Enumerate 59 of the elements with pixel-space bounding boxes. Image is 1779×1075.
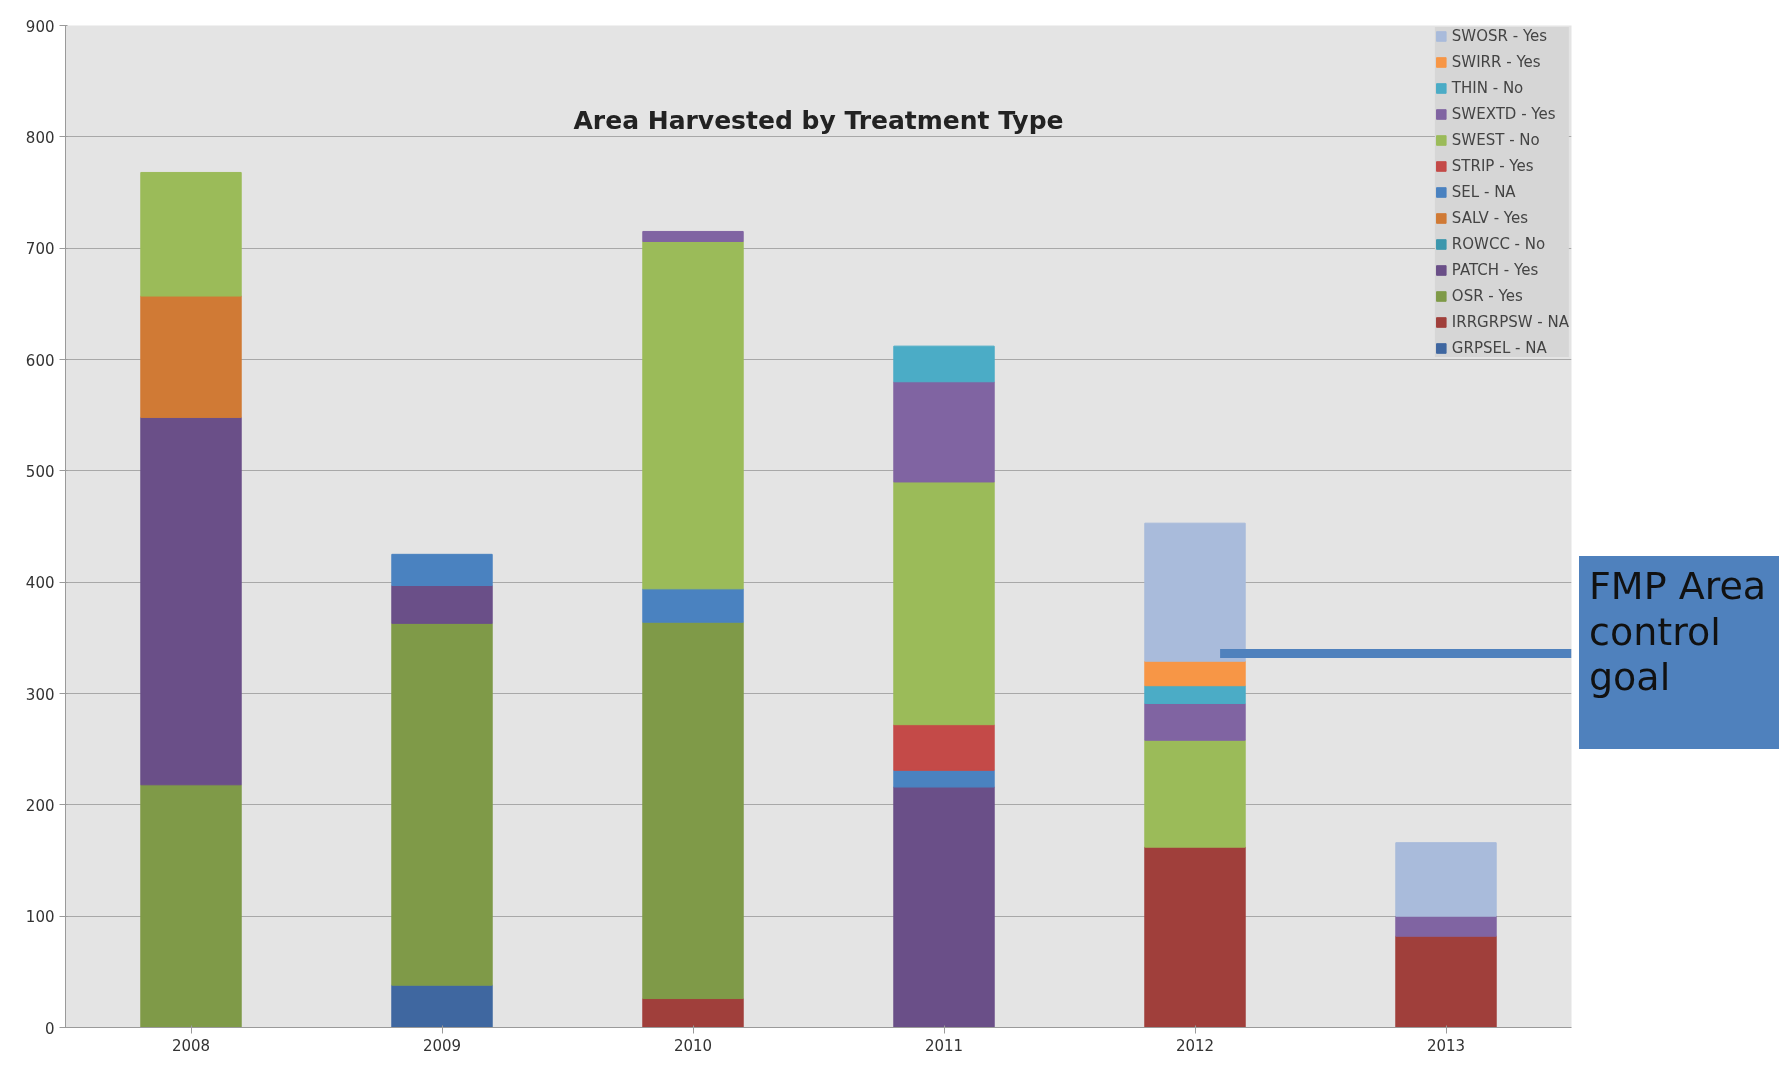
legend-label: THIN - No bbox=[1451, 79, 1524, 97]
bar bbox=[893, 769, 995, 788]
bar bbox=[1144, 846, 1246, 1028]
legend-label: SWIRR - Yes bbox=[1451, 53, 1541, 71]
legend-label: ROWCC - No bbox=[1451, 235, 1546, 253]
bar bbox=[140, 416, 242, 786]
bar bbox=[140, 171, 242, 297]
y-tick-label: 200 bbox=[25, 796, 55, 815]
y-tick-label: 400 bbox=[25, 574, 55, 593]
bar bbox=[893, 786, 995, 1028]
legend-label: STRIP - Yes bbox=[1451, 157, 1534, 175]
bar bbox=[391, 984, 493, 1028]
y-tick-label: 700 bbox=[25, 240, 55, 259]
y-tick-label: 800 bbox=[25, 128, 55, 147]
bar bbox=[1144, 660, 1246, 687]
x-tick-label: 2008 bbox=[171, 1036, 211, 1055]
bar bbox=[1395, 842, 1497, 917]
bar bbox=[642, 998, 744, 1028]
bar bbox=[1395, 935, 1497, 1028]
bar bbox=[893, 724, 995, 771]
x-tick-label: 2013 bbox=[1426, 1036, 1466, 1055]
legend-label: SEL - NA bbox=[1451, 183, 1516, 201]
y-tick-label: 300 bbox=[25, 685, 55, 704]
legend-label: SWOSR - Yes bbox=[1451, 27, 1548, 45]
bar bbox=[140, 295, 242, 418]
y-tick-label: 600 bbox=[25, 351, 55, 370]
x-tick-label: 2010 bbox=[673, 1036, 713, 1055]
bar bbox=[1144, 739, 1246, 848]
bar bbox=[642, 621, 744, 1000]
text: Area Harvested by Treatment Type bbox=[573, 106, 1064, 135]
bar bbox=[893, 345, 995, 383]
legend-label: SALV - Yes bbox=[1451, 209, 1529, 227]
bar bbox=[1144, 685, 1246, 705]
legend-label: GRPSEL - NA bbox=[1451, 339, 1547, 357]
bar bbox=[642, 240, 744, 590]
bar bbox=[1395, 915, 1497, 937]
bar bbox=[140, 784, 242, 1028]
legend-label: SWEXTD - Yes bbox=[1451, 105, 1556, 123]
y-tick-label: 0 bbox=[44, 1019, 55, 1038]
bar bbox=[642, 588, 744, 623]
ref-line-label: FMP Area control goal bbox=[1589, 564, 1768, 701]
y-tick-label: 100 bbox=[25, 908, 55, 927]
bar bbox=[391, 585, 493, 624]
y-tick-label: 500 bbox=[25, 462, 55, 481]
bar bbox=[391, 622, 493, 986]
bar bbox=[1144, 522, 1246, 662]
legend-label: OSR - Yes bbox=[1451, 287, 1523, 305]
x-tick-label: 2011 bbox=[924, 1036, 964, 1055]
x-tick-label: 2012 bbox=[1175, 1036, 1215, 1055]
legend-label: SWEST - No bbox=[1451, 131, 1540, 149]
bar bbox=[642, 230, 744, 242]
bar bbox=[391, 553, 493, 587]
bar bbox=[893, 381, 995, 483]
legend-label: PATCH - Yes bbox=[1451, 261, 1539, 279]
bar bbox=[893, 481, 995, 726]
bar bbox=[1144, 703, 1246, 741]
x-tick-label: 2009 bbox=[422, 1036, 462, 1055]
legend-label: IRRGRPSW - NA bbox=[1451, 313, 1569, 331]
y-tick-label: 900 bbox=[25, 17, 55, 36]
